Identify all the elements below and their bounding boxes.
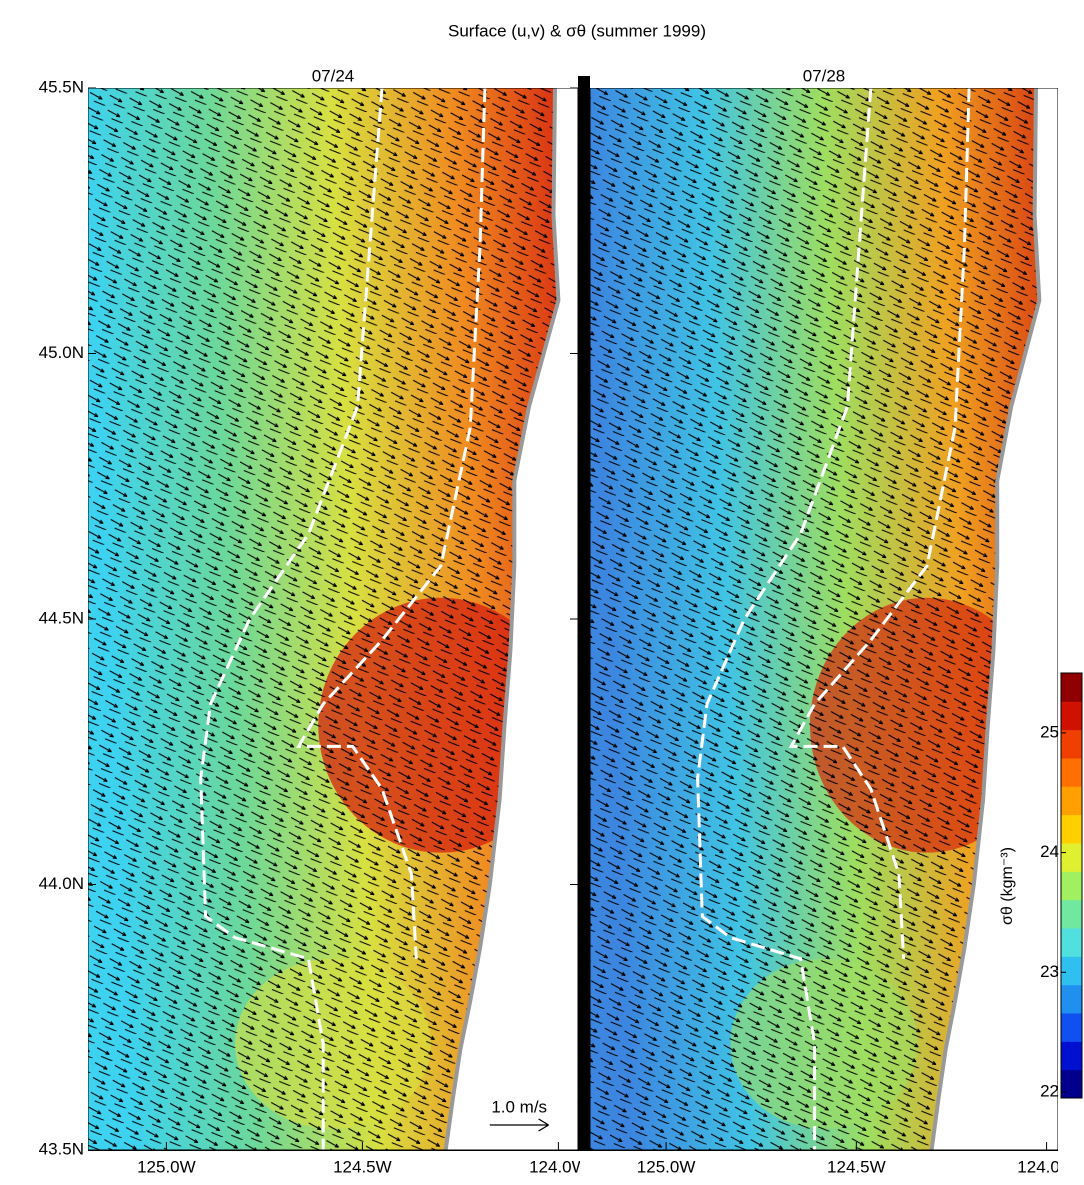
y-tick-label: 44.5N (39, 608, 84, 627)
colorbar-tick-label: 23 (1040, 962, 1059, 981)
y-tick-label: 45.5N (39, 77, 84, 96)
colorbar-swatch (1061, 900, 1082, 929)
colorbar-tick-label: 25 (1040, 722, 1059, 741)
colorbar-swatch (1061, 758, 1082, 787)
colorbar-swatch (1061, 956, 1082, 985)
x-tick-label: 124.0W (529, 1157, 588, 1176)
figure: Surface (u,v) & σθ (summer 1999) 07/24 12… (0, 0, 1084, 1185)
colorbar-swatch (1061, 1041, 1082, 1070)
colorbar-swatch (1061, 786, 1082, 815)
colorbar-swatch (1061, 871, 1082, 900)
colorbar-swatch (1061, 815, 1082, 844)
x-tick-label: 125.0W (637, 1157, 696, 1176)
colorbar-swatch (1061, 985, 1082, 1014)
panel-title: 07/24 (312, 66, 355, 85)
colorbar-tick-label: 22 (1040, 1081, 1059, 1100)
colorbar-label: σθ (kgm⁻³) (999, 847, 1016, 925)
colorbar-tick-label: 24 (1040, 842, 1059, 861)
panel-title: 07/28 (803, 66, 846, 85)
colorbar-swatch (1061, 1013, 1082, 1042)
x-tick-label: 124.5W (827, 1157, 886, 1176)
colorbar-swatch (1061, 843, 1082, 872)
colorbar-swatch (1061, 730, 1082, 759)
x-tick-label: 125.0W (137, 1157, 196, 1176)
y-tick-label: 45.0N (39, 343, 84, 362)
colorbar-swatch (1061, 1070, 1082, 1099)
colorbar-swatch (1061, 673, 1082, 702)
colorbar-swatch (1061, 701, 1082, 730)
y-tick-label: 43.5N (39, 1139, 84, 1158)
figure-title: Surface (u,v) & σθ (summer 1999) (448, 21, 706, 40)
x-tick-label: 124.5W (333, 1157, 392, 1176)
scale-label: 1.0 m/s (491, 1097, 547, 1116)
y-tick-label: 44.0N (39, 874, 84, 893)
colorbar-swatch (1061, 928, 1082, 957)
